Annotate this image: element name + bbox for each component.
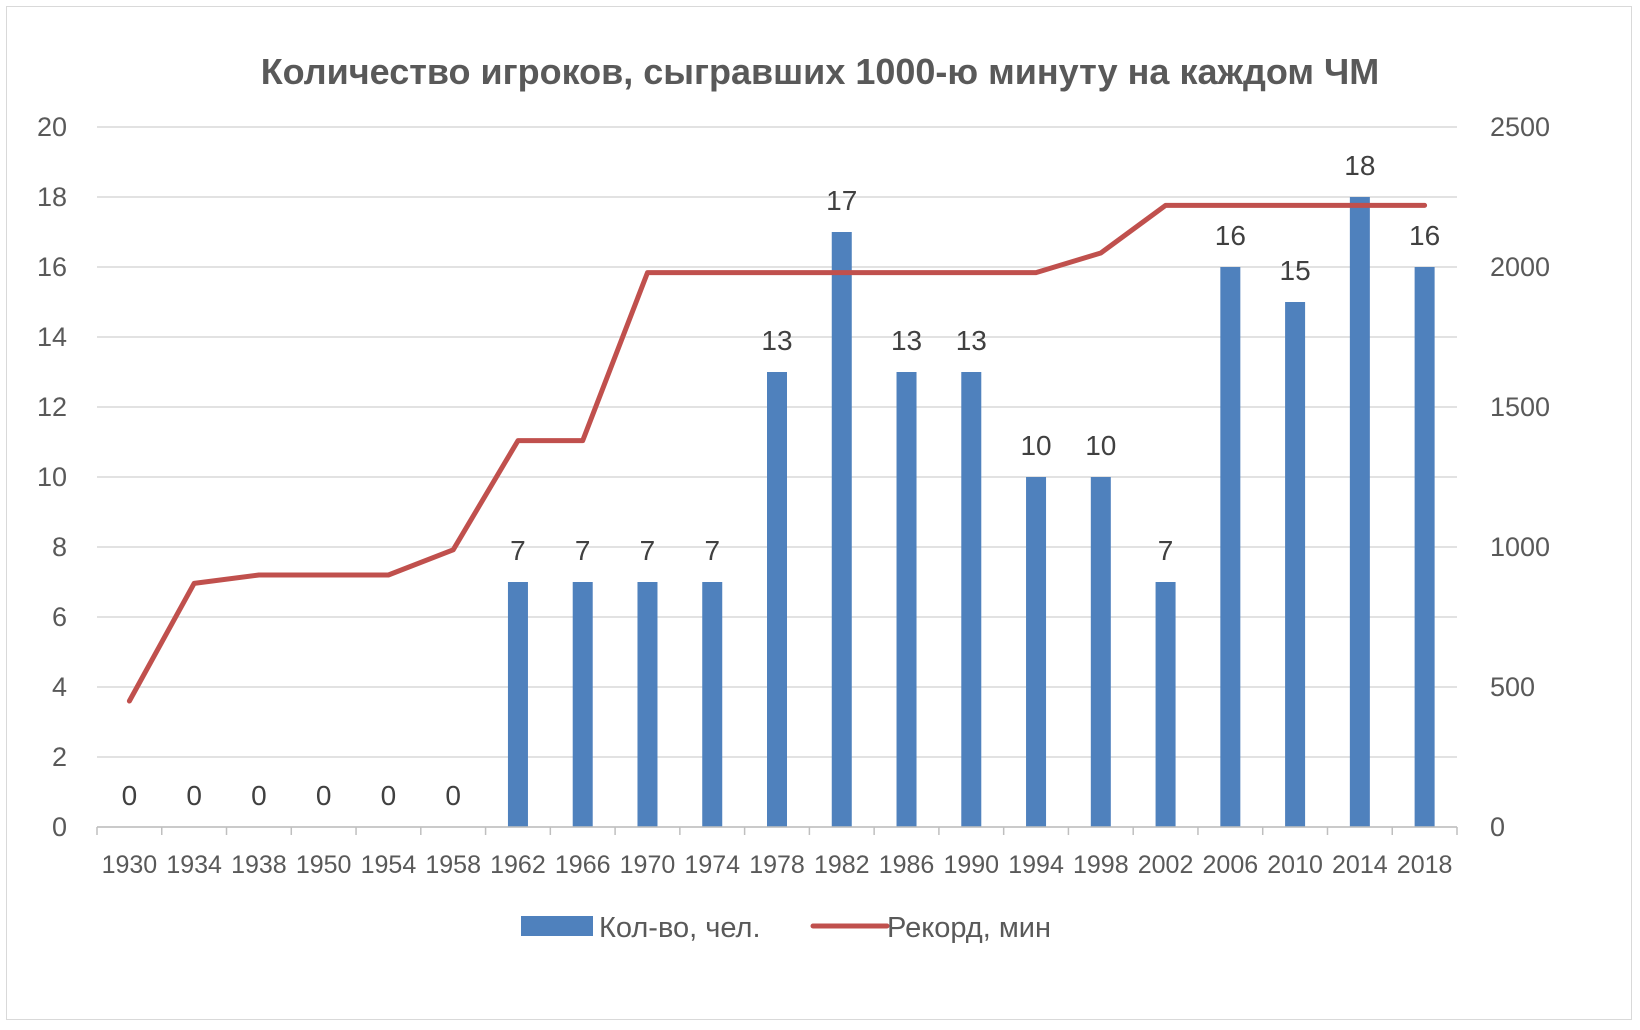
x-tick-label: 1950 (296, 851, 352, 879)
record-line (126, 202, 1428, 704)
data-labels: 0 0 0 0 0 0 7 7 7 7 13 17 13 13 10 10 7 16 15 18 16 (122, 150, 1441, 811)
x-tick-label: 1970 (620, 851, 676, 879)
bar (572, 582, 593, 827)
data-label: 7 (704, 535, 720, 566)
y-axis-left: 0 2 4 6 8 10 12 14 16 18 20 (37, 112, 67, 842)
x-tick-label: 1938 (231, 851, 287, 879)
x-tick-label: 1986 (879, 851, 935, 879)
data-label: 7 (510, 535, 526, 566)
bar (831, 232, 852, 827)
bar (1026, 477, 1047, 827)
chart-svg: Количество игроков, сыгравших 1000-ю мин… (37, 51, 1550, 944)
x-tick-label: 1974 (684, 851, 740, 879)
chart-title: Количество игроков, сыгравших 1000-ю мин… (261, 51, 1380, 92)
data-label: 13 (761, 325, 792, 356)
x-tick-label: 1954 (361, 851, 417, 879)
x-tick-label: 1982 (814, 851, 870, 879)
data-label: 13 (956, 325, 987, 356)
x-tick-label: 1990 (943, 851, 999, 879)
data-label: 18 (1344, 150, 1375, 181)
x-tick-label: 1966 (555, 851, 611, 879)
data-label: 7 (640, 535, 656, 566)
y-left-tick-label: 10 (37, 462, 67, 492)
data-label: 0 (381, 780, 397, 811)
data-label: 17 (826, 185, 857, 216)
x-tick-label: 2006 (1203, 851, 1259, 879)
x-tick-label: 2014 (1332, 851, 1388, 879)
y-left-tick-label: 14 (37, 322, 67, 352)
x-tick-label: 2010 (1267, 851, 1323, 879)
chart-frame: Количество игроков, сыгравших 1000-ю мин… (6, 6, 1632, 1020)
bar (1285, 302, 1306, 827)
data-label: 0 (445, 780, 461, 811)
bar (767, 372, 787, 827)
y-left-tick-label: 4 (52, 672, 67, 702)
bar (1349, 197, 1370, 827)
x-tick-label: 1958 (425, 851, 481, 879)
data-label: 16 (1409, 220, 1440, 251)
y-right-tick-label: 2000 (1490, 252, 1550, 282)
x-tick-label: 2002 (1138, 851, 1194, 879)
y-left-tick-label: 12 (37, 392, 67, 422)
y-left-tick-label: 2 (52, 742, 67, 772)
bar (507, 582, 528, 827)
bar (1155, 582, 1176, 827)
x-tick-label: 1994 (1008, 851, 1064, 879)
data-label: 0 (186, 780, 202, 811)
y-right-tick-label: 500 (1490, 672, 1535, 702)
x-tick-label: 1930 (102, 851, 158, 879)
y-right-tick-label: 0 (1490, 812, 1505, 842)
data-label: 7 (1158, 535, 1174, 566)
y-left-tick-label: 18 (37, 182, 67, 212)
data-label: 7 (575, 535, 591, 566)
y-left-tick-label: 20 (37, 112, 67, 142)
line-series (126, 202, 1428, 704)
y-right-tick-label: 2500 (1490, 112, 1550, 142)
bar (1414, 267, 1435, 827)
y-left-tick-label: 6 (52, 602, 67, 632)
bar-series (507, 197, 1435, 827)
x-axis: 1930 1934 1938 1950 1954 1958 1962 1966 1970 1974… (96, 826, 1458, 879)
bar (637, 582, 658, 827)
bar (1220, 267, 1241, 827)
bar (896, 372, 917, 827)
y-left-tick-label: 0 (52, 812, 67, 842)
data-label: 10 (1085, 430, 1116, 461)
bar (702, 582, 723, 827)
legend-swatch-bars (521, 916, 593, 936)
x-tick-label: 1998 (1073, 851, 1129, 879)
data-label: 16 (1215, 220, 1246, 251)
data-label: 0 (122, 780, 138, 811)
bar (1090, 477, 1111, 827)
x-tick-label: 2018 (1397, 851, 1453, 879)
y-left-tick-label: 8 (52, 532, 67, 562)
legend-label-bars: Кол-во, чел. (599, 912, 761, 944)
data-label: 10 (1020, 430, 1051, 461)
legend: Кол-во, чел. Рекорд, мин (521, 912, 1051, 944)
data-label: 0 (251, 780, 267, 811)
y-axis-right: 0 500 1000 1500 2000 2500 (1490, 112, 1550, 842)
y-left-tick-label: 16 (37, 252, 67, 282)
data-label: 15 (1280, 255, 1311, 286)
data-label: 0 (316, 780, 332, 811)
x-tick-label: 1978 (749, 851, 805, 879)
data-label: 13 (891, 325, 922, 356)
y-right-tick-label: 1500 (1490, 392, 1550, 422)
bar (961, 372, 982, 827)
x-tick-label: 1962 (490, 851, 546, 879)
legend-label-line: Рекорд, мин (887, 912, 1051, 944)
y-right-tick-label: 1000 (1490, 532, 1550, 562)
x-tick-label: 1934 (166, 851, 222, 879)
